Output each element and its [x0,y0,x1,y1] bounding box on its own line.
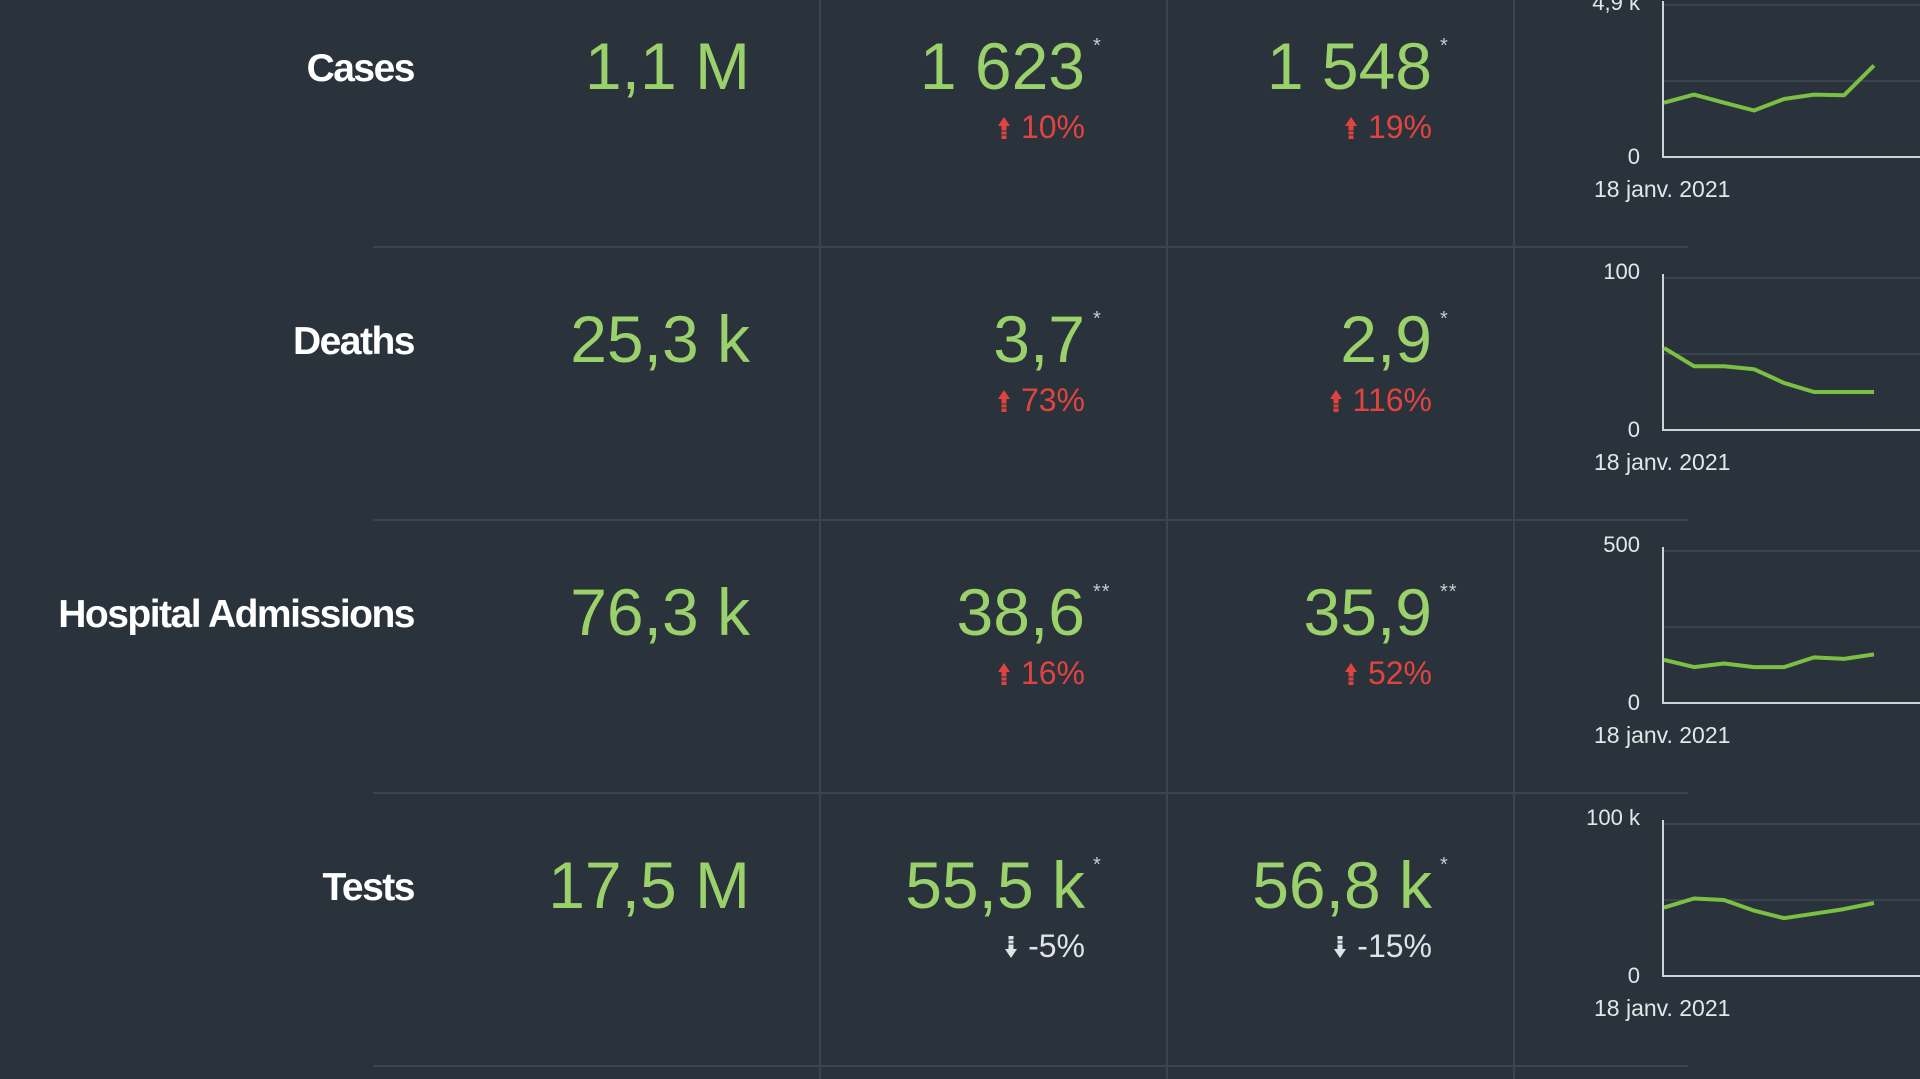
change-percent: 10% [1020,109,1085,145]
footnote-marker: ** [1093,581,1111,603]
series-line [1663,64,1876,113]
footnote-marker: * [1440,308,1449,330]
change-percent: 19% [1367,109,1432,145]
change-indicator: 116% [1329,382,1432,419]
column-divider [1513,0,1515,1079]
sparkline-chart: 500 0 18 janv. 2021 [1580,522,1920,794]
x-axis-start-label: 18 janv. 2021 [1594,722,1731,748]
y-axis-max-label: 100 [1603,259,1640,284]
change-indicator: 10% [997,109,1085,146]
row-cases: Cases 1,1 M 1 623 * 10% 1 548 * 19% 4,9 … [0,0,1920,248]
arrow-up-icon [1344,662,1358,686]
change-indicator: 16% [997,655,1085,692]
y-axis-max-label: 4,9 k [1592,0,1640,15]
row-divider [373,792,1688,794]
arrow-up-icon [997,389,1011,413]
footnote-marker: * [1093,854,1102,876]
arrow-up-icon [1344,116,1358,140]
change-percent: -15% [1357,928,1432,964]
x-axis-start-label: 18 janv. 2021 [1594,176,1731,202]
line-plot [1662,1,1920,158]
row-divider [373,519,1688,521]
footnote-marker: * [1093,35,1102,57]
total-value: 1,1 M [584,29,750,103]
x-axis-start-label: 18 janv. 2021 [1594,449,1731,475]
metric-value: 3,7 [993,302,1085,376]
change-percent: 73% [1020,382,1085,418]
y-axis-max-label: 100 k [1586,805,1640,830]
arrow-up-icon [997,662,1011,686]
change-percent: 116% [1352,382,1432,418]
column-divider [819,0,821,1079]
arrow-up-icon [997,116,1011,140]
change-indicator: 19% [1344,109,1432,146]
series-line [1663,652,1875,670]
series-line [1662,346,1874,394]
sparkline-chart: 100 k 0 18 janv. 2021 [1580,795,1920,1067]
metric-value: 38,6 [956,575,1085,649]
change-indicator: -15% [1333,928,1432,965]
row-label: Cases [306,47,416,90]
metric-value: 1 548 [1266,29,1432,103]
y-axis-min-label: 0 [1627,963,1640,988]
footnote-marker: * [1093,308,1102,330]
metric-value: 56,8 k [1252,848,1432,922]
footnote-marker: ** [1440,581,1458,603]
sparkline-chart: 100 0 18 janv. 2021 [1580,249,1920,521]
column-divider [1166,0,1168,1079]
series-line [1663,896,1875,921]
change-indicator: 52% [1344,655,1432,692]
row-tests: Tests 17,5 M 55,5 k * -5% 56,8 k * -15% … [0,795,1920,1067]
row-label: Hospital Admissions [58,593,415,636]
change-indicator: -5% [1004,928,1085,965]
metric-value: 35,9 [1303,575,1432,649]
footnote-marker: * [1440,854,1449,876]
row-divider [373,1065,1688,1067]
total-value: 25,3 k [570,302,750,376]
change-percent: 16% [1020,655,1085,691]
metric-value: 55,5 k [905,848,1085,922]
change-percent: -5% [1028,928,1085,964]
line-plot [1662,547,1920,704]
row-label: Deaths [292,320,416,363]
total-value: 76,3 k [570,575,750,649]
arrow-down-icon [1333,935,1347,959]
y-axis-min-label: 0 [1627,144,1640,169]
line-plot [1662,274,1920,431]
total-value: 17,5 M [548,848,750,922]
y-axis-max-label: 500 [1603,532,1640,557]
metric-value: 1 623 [919,29,1085,103]
y-axis-min-label: 0 [1627,417,1640,442]
sparkline-chart: 4,9 k 0 18 janv. 2021 [1580,0,1920,248]
row-deaths: Deaths 25,3 k 3,7 * 73% 2,9 * 116% 100 0… [0,249,1920,521]
line-plot [1662,820,1920,977]
row-label: Tests [322,866,416,909]
footnote-marker: * [1440,35,1449,57]
arrow-up-icon [1329,389,1343,413]
arrow-down-icon [1004,935,1018,959]
row-hospital-admissions: Hospital Admissions 76,3 k 38,6 ** 16% 3… [0,522,1920,794]
change-indicator: 73% [997,382,1085,419]
metric-value: 2,9 [1340,302,1432,376]
change-percent: 52% [1367,655,1432,691]
y-axis-min-label: 0 [1627,690,1640,715]
x-axis-start-label: 18 janv. 2021 [1594,995,1731,1021]
row-divider [373,246,1688,248]
